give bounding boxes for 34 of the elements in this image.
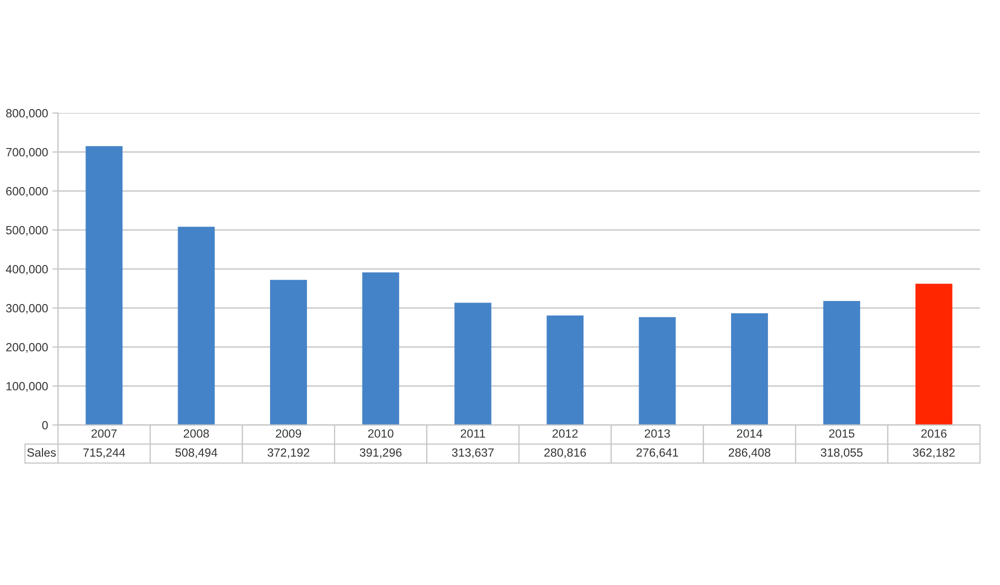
data-label: 276,641 <box>636 448 678 458</box>
x-tick-label: 2016 <box>921 429 947 438</box>
x-tick-label: 2009 <box>276 429 302 438</box>
data-label: 280,816 <box>544 448 586 458</box>
bar <box>270 280 307 425</box>
y-tick-label: 800,000 <box>6 109 48 119</box>
y-tick-label: 300,000 <box>6 304 48 314</box>
y-tick-label: 700,000 <box>6 148 48 158</box>
y-tick-label: 500,000 <box>6 226 48 236</box>
data-label: 362,182 <box>913 448 955 458</box>
x-tick-label: 2013 <box>644 429 670 438</box>
y-tick-label: 0 <box>42 421 48 430</box>
data-label: 715,244 <box>83 448 126 458</box>
data-label: 286,408 <box>728 448 770 458</box>
y-tick-label: 100,000 <box>6 382 48 392</box>
bar <box>823 300 860 425</box>
data-label: 391,296 <box>360 448 402 458</box>
data-label: 508,494 <box>175 448 218 458</box>
data-label: 372,192 <box>268 448 310 458</box>
bar <box>362 272 400 425</box>
y-tick-label: 600,000 <box>6 187 48 197</box>
text: Sales <box>27 448 56 457</box>
bar <box>731 313 768 425</box>
y-tick-label: 400,000 <box>6 265 48 275</box>
x-tick-label: 2012 <box>552 429 578 438</box>
x-tick-label: 2011 <box>460 429 486 438</box>
x-tick-label: 2008 <box>184 429 209 438</box>
x-tick-label: 2015 <box>829 429 854 438</box>
y-tick-label: 200,000 <box>6 343 48 353</box>
data-label: 318,055 <box>820 448 863 458</box>
x-tick-label: 2007 <box>92 429 117 438</box>
x-tick-label: 2014 <box>736 429 762 438</box>
x-tick-label: 2010 <box>368 429 394 438</box>
data-label: 313,637 <box>452 448 494 458</box>
